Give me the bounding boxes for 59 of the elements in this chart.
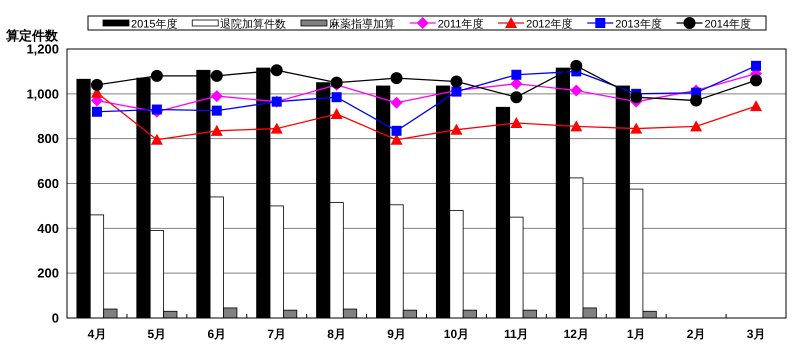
x-tick-label: 6月 (207, 327, 226, 341)
x-tick-label: 2月 (686, 327, 706, 341)
point (270, 64, 283, 76)
point (150, 70, 163, 82)
point (332, 92, 342, 102)
point (570, 60, 582, 72)
point (330, 108, 343, 120)
legend-label: 2015年度 (131, 18, 178, 30)
point (630, 122, 642, 134)
point (390, 72, 403, 84)
point (212, 106, 222, 116)
y-tick-label: 0 (52, 310, 59, 326)
point (570, 84, 582, 96)
legend-label: 2012年度 (526, 18, 573, 30)
point (570, 120, 582, 132)
y-tick-label: 800 (37, 131, 59, 146)
point (392, 126, 402, 136)
x-tick-label: 9月 (387, 327, 406, 341)
legend-label: 退院加算件数 (220, 18, 286, 30)
point (510, 116, 522, 128)
point (511, 70, 522, 80)
point (510, 91, 522, 104)
x-tick-label: 11月 (504, 327, 529, 341)
x-tick-label: 4月 (88, 327, 106, 341)
x-tick-label: 10月 (444, 327, 470, 341)
y-axis-title: 算定件数 (5, 28, 59, 43)
point (750, 100, 762, 112)
legend-label: 麻薬指導加算 (328, 18, 395, 30)
point (750, 74, 762, 86)
point (751, 60, 762, 71)
point (690, 94, 702, 107)
legend-label: 2014年度 (704, 18, 751, 30)
x-tick-label: 1月 (626, 327, 646, 341)
x-tick-label: 5月 (148, 327, 166, 341)
y-tick-label: 200 (37, 266, 59, 281)
y-tick-label: 600 (37, 176, 59, 191)
point (451, 86, 462, 97)
point (210, 70, 223, 82)
y-tick-label: 1,000 (26, 86, 59, 102)
point (450, 124, 462, 135)
point (92, 106, 102, 117)
y-tick-label: 1,200 (26, 42, 59, 56)
point (210, 124, 223, 136)
point (630, 91, 642, 104)
point (152, 104, 162, 115)
point (450, 76, 462, 88)
point (390, 96, 403, 109)
point (210, 90, 223, 102)
y-tick-label: 400 (37, 220, 59, 236)
point (690, 120, 702, 132)
x-tick-label: 3月 (746, 327, 766, 341)
legend-label: 2013年度 (615, 18, 662, 30)
point (90, 78, 103, 91)
point (270, 122, 283, 134)
legend-label: 2011年度 (438, 18, 484, 30)
x-tick-label: 8月 (327, 327, 346, 341)
x-tick-label: 7月 (267, 327, 286, 341)
point (150, 134, 163, 145)
x-tick-label: 12月 (564, 327, 589, 341)
